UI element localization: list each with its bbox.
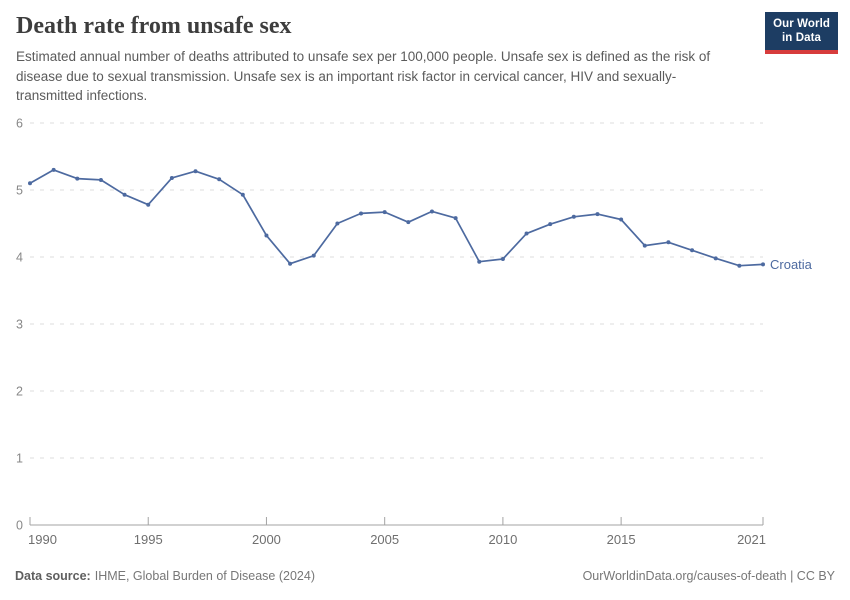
data-point[interactable] bbox=[500, 257, 505, 262]
data-point[interactable] bbox=[288, 261, 293, 266]
data-point[interactable] bbox=[737, 263, 742, 268]
data-point[interactable] bbox=[217, 177, 222, 182]
y-tick-label: 2 bbox=[16, 385, 23, 399]
data-point[interactable] bbox=[548, 222, 553, 227]
owid-logo[interactable]: Our World in Data bbox=[765, 12, 838, 54]
data-point[interactable] bbox=[122, 192, 127, 197]
data-point[interactable] bbox=[453, 216, 458, 221]
chart-footer: Data source: IHME, Global Burden of Disea… bbox=[0, 569, 850, 583]
data-point[interactable] bbox=[761, 262, 765, 267]
y-tick-label: 0 bbox=[16, 519, 23, 533]
data-point[interactable] bbox=[666, 240, 671, 245]
x-tick-label: 2000 bbox=[252, 532, 281, 547]
data-point[interactable] bbox=[524, 231, 529, 236]
data-point[interactable] bbox=[477, 259, 482, 264]
data-point[interactable] bbox=[146, 203, 151, 208]
chart-area: 0 1 2 3 4 5 6 1990 1995 2000 2005 2010 2015 2021 Croat… bbox=[0, 107, 850, 560]
data-point[interactable] bbox=[335, 221, 340, 226]
x-tick-label: 1995 bbox=[134, 532, 163, 547]
data-point[interactable] bbox=[713, 256, 718, 261]
data-point[interactable] bbox=[98, 178, 103, 183]
data-point[interactable] bbox=[690, 248, 695, 253]
data-source-label: Data source: bbox=[15, 569, 91, 584]
data-point[interactable] bbox=[619, 217, 624, 222]
data-point[interactable] bbox=[382, 210, 387, 215]
data-point[interactable] bbox=[264, 233, 269, 238]
data-point[interactable] bbox=[429, 209, 434, 214]
data-point[interactable] bbox=[169, 176, 174, 181]
data-point[interactable] bbox=[51, 168, 56, 173]
x-tick-label: 2005 bbox=[370, 532, 399, 547]
series-end-label[interactable]: Croatia bbox=[770, 257, 813, 272]
chart-subtitle: Estimated annual number of deaths attrib… bbox=[16, 49, 711, 103]
owid-logo-line2: in Data bbox=[782, 32, 822, 45]
x-tick-label: 2015 bbox=[607, 532, 636, 547]
data-point[interactable] bbox=[311, 253, 316, 258]
credit-link[interactable]: OurWorldinData.org/causes-of-death | CC … bbox=[582, 569, 835, 584]
page-title: Death rate from unsafe sex bbox=[16, 13, 292, 39]
x-tick-label: 2010 bbox=[488, 532, 517, 547]
data-source: Data source: IHME, Global Burden of Disea… bbox=[15, 569, 315, 583]
x-tick-label: 1990 bbox=[28, 532, 57, 547]
x-tick-label: 2021 bbox=[737, 532, 766, 547]
y-tick-label: 6 bbox=[16, 117, 23, 131]
data-point[interactable] bbox=[28, 181, 32, 186]
y-tick-label: 3 bbox=[16, 318, 23, 332]
data-point[interactable] bbox=[359, 211, 364, 216]
y-tick-label: 5 bbox=[16, 184, 23, 198]
data-source-text: IHME, Global Burden of Disease (2024) bbox=[94, 569, 315, 584]
data-point[interactable] bbox=[642, 243, 647, 248]
data-point[interactable] bbox=[193, 169, 198, 174]
data-point[interactable] bbox=[571, 215, 576, 220]
series-line-croatia[interactable] bbox=[29, 169, 764, 267]
data-point[interactable] bbox=[75, 176, 80, 181]
data-point[interactable] bbox=[406, 220, 411, 225]
chart-header: Death rate from unsafe sex Estimated ann… bbox=[0, 0, 850, 105]
data-point[interactable] bbox=[240, 192, 245, 197]
y-tick-label: 1 bbox=[16, 452, 23, 466]
y-tick-label: 4 bbox=[16, 251, 23, 265]
data-point[interactable] bbox=[595, 212, 600, 217]
chart-canvas[interactable]: 0 1 2 3 4 5 6 1990 1995 2000 2005 2010 2015 2021 Croat… bbox=[0, 107, 850, 555]
owid-logo-line1: Our World bbox=[773, 18, 830, 30]
